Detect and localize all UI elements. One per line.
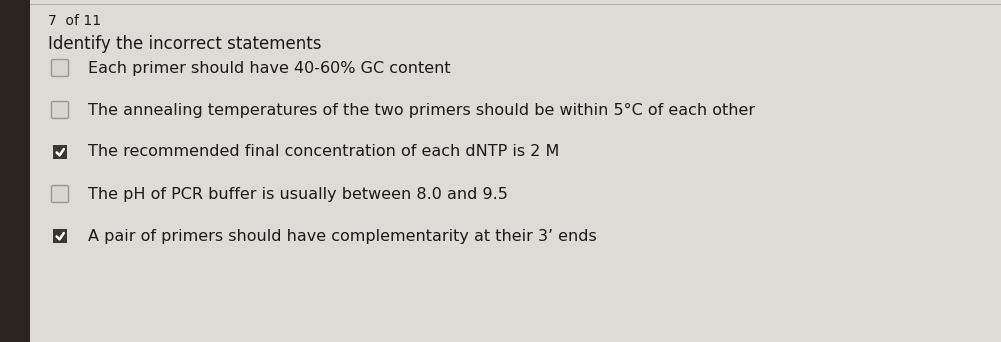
Text: The pH of PCR buffer is usually between 8.0 and 9.5: The pH of PCR buffer is usually between … bbox=[88, 186, 508, 201]
Text: 7  of 11: 7 of 11 bbox=[48, 14, 101, 28]
Bar bbox=[53, 145, 67, 159]
Text: A pair of primers should have complementarity at their 3’ ends: A pair of primers should have complement… bbox=[88, 228, 597, 244]
Text: Each primer should have 40-60% GC content: Each primer should have 40-60% GC conten… bbox=[88, 61, 450, 76]
Text: The recommended final concentration of each dNTP is 2 M: The recommended final concentration of e… bbox=[88, 145, 560, 159]
Bar bbox=[53, 229, 67, 243]
FancyBboxPatch shape bbox=[51, 102, 68, 118]
Text: The annealing temperatures of the two primers should be within 5°C of each other: The annealing temperatures of the two pr… bbox=[88, 103, 755, 118]
Text: Identify the incorrect statements: Identify the incorrect statements bbox=[48, 35, 321, 53]
FancyBboxPatch shape bbox=[51, 185, 68, 202]
Bar bbox=[0, 0, 30, 342]
FancyBboxPatch shape bbox=[51, 60, 68, 77]
